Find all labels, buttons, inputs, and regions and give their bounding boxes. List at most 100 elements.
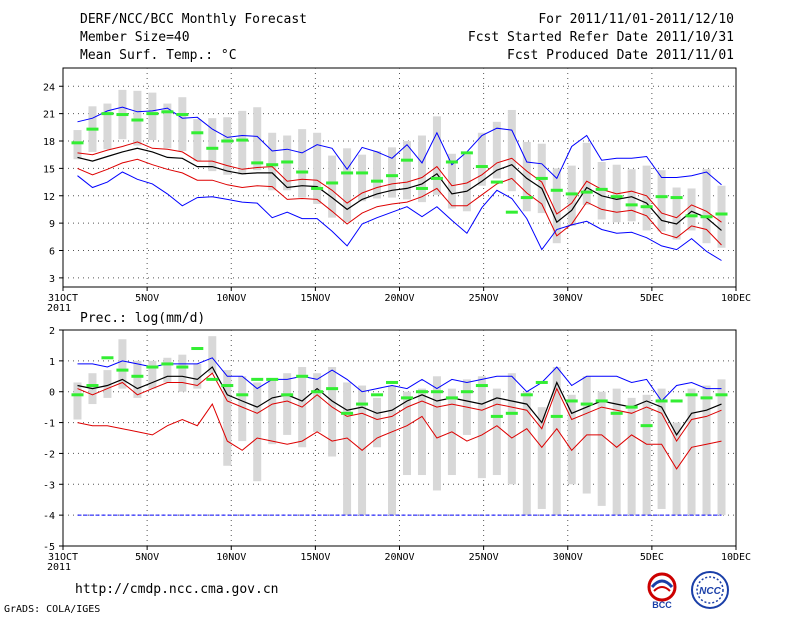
source-url[interactable]: http://cmdp.ncc.cma.gov.cn (75, 582, 279, 597)
ensemble-range-bar (358, 154, 367, 202)
series-line-min (77, 171, 722, 261)
observed-marker (715, 393, 728, 397)
x-tick-label: 25NOV (469, 293, 499, 304)
y-tick-label: -3 (43, 480, 55, 491)
observed-marker (86, 127, 99, 131)
observed-marker (655, 195, 668, 199)
observed-marker (251, 161, 264, 165)
observed-marker (296, 170, 309, 174)
observed-marker (146, 112, 159, 116)
ensemble-range-bar (507, 373, 516, 485)
ensemble-range-bar (492, 121, 501, 179)
observed-marker (430, 176, 443, 180)
x-tick-label: 30NOV (553, 293, 583, 304)
y-tick-label: 18 (43, 137, 55, 148)
y-tick-label: 1 (49, 357, 55, 368)
series-line-upper-band (77, 141, 722, 223)
ncc-logo-text: NCC (699, 586, 721, 597)
observed-marker (206, 146, 219, 150)
x-tick-label: 31OCT (48, 552, 78, 563)
ensemble-range-bar (208, 118, 217, 172)
variable-label: Mean Surf. Temp.: °C (80, 48, 237, 63)
observed-marker (191, 131, 204, 135)
ensemble-range-bar (268, 379, 277, 445)
series-line-max (77, 106, 722, 186)
observed-marker (445, 396, 458, 400)
observed-marker (580, 190, 593, 194)
ncc-logo: NCC (691, 571, 729, 609)
ensemble-range-bar (657, 388, 666, 509)
ensemble-range-bar (402, 391, 411, 476)
observed-marker (386, 380, 399, 384)
observed-marker (460, 390, 473, 394)
observed-marker (400, 396, 413, 400)
observed-marker (311, 390, 324, 394)
x-tick-label: 20NOV (384, 552, 414, 563)
x-tick-label: 10NOV (216, 552, 246, 563)
ensemble-range-bar (432, 116, 441, 195)
ensemble-range-bar (313, 132, 322, 204)
ensemble-range-bar (103, 370, 112, 398)
observed-marker (356, 171, 369, 175)
ensemble-range-bar (402, 141, 411, 200)
observed-marker (326, 387, 339, 391)
ensemble-range-bar (582, 142, 591, 205)
observed-marker (670, 399, 683, 403)
ensemble-range-bar (492, 388, 501, 476)
x-tick-label: 5DEC (640, 552, 664, 563)
observed-marker (176, 365, 189, 369)
observed-marker (281, 393, 294, 397)
x-tick-label: 10DEC (721, 552, 751, 563)
ensemble-range-bar (343, 382, 352, 516)
x-tick-label: 5NOV (135, 552, 159, 563)
y-tick-label: 24 (43, 82, 55, 93)
ensemble-range-bar (642, 165, 651, 231)
series-line-lower-band (77, 158, 722, 246)
observed-marker (296, 374, 309, 378)
ensemble-range-bar (567, 165, 576, 226)
observed-marker (86, 384, 99, 388)
ensemble-range-bar (343, 148, 352, 223)
y-tick-label: -5 (43, 542, 55, 553)
observed-marker (580, 402, 593, 406)
chart-title: DERF/NCC/BCC Monthly Forecast (80, 12, 307, 27)
observed-marker (715, 212, 728, 216)
ensemble-range-bar (223, 370, 232, 466)
ensemble-range-bar (417, 135, 426, 203)
ensemble-range-bar (163, 103, 172, 149)
observed-marker (176, 113, 189, 117)
y-tick-label: 12 (43, 192, 55, 203)
ensemble-range-bar (627, 397, 636, 516)
ensemble-range-bar (687, 188, 696, 231)
observed-marker (236, 138, 249, 142)
fcst-started-date: Fcst Started Refer Date 2011/10/31 (467, 30, 734, 45)
observed-marker (610, 411, 623, 415)
observed-marker (341, 411, 354, 415)
observed-marker (490, 180, 503, 184)
ensemble-range-bar (567, 394, 576, 485)
observed-marker (236, 393, 249, 397)
y-tick-label: -2 (43, 449, 55, 460)
observed-marker (386, 174, 399, 178)
observed-marker (565, 192, 578, 196)
observed-marker (595, 187, 608, 191)
y-tick-label: 21 (43, 110, 55, 121)
y-tick-label: 2 (49, 326, 55, 337)
ensemble-range-bar (447, 153, 456, 209)
observed-marker (71, 393, 84, 397)
observed-marker (475, 384, 488, 388)
observed-marker (625, 203, 638, 207)
ensemble-range-bar (627, 169, 636, 222)
x-tick-year-label: 2011 (47, 562, 71, 573)
fcst-produced-date: Fcst Produced Date 2011/11/01 (507, 48, 734, 63)
ensemble-range-bar (672, 187, 681, 240)
ensemble-range-bar (477, 132, 486, 186)
observed-marker (101, 356, 114, 360)
ensemble-range-bar (328, 155, 337, 218)
series-line-max (77, 357, 722, 402)
series-line-upper-band (77, 372, 722, 443)
ensemble-range-bar (133, 90, 142, 146)
observed-marker (191, 347, 204, 351)
observed-marker (565, 399, 578, 403)
